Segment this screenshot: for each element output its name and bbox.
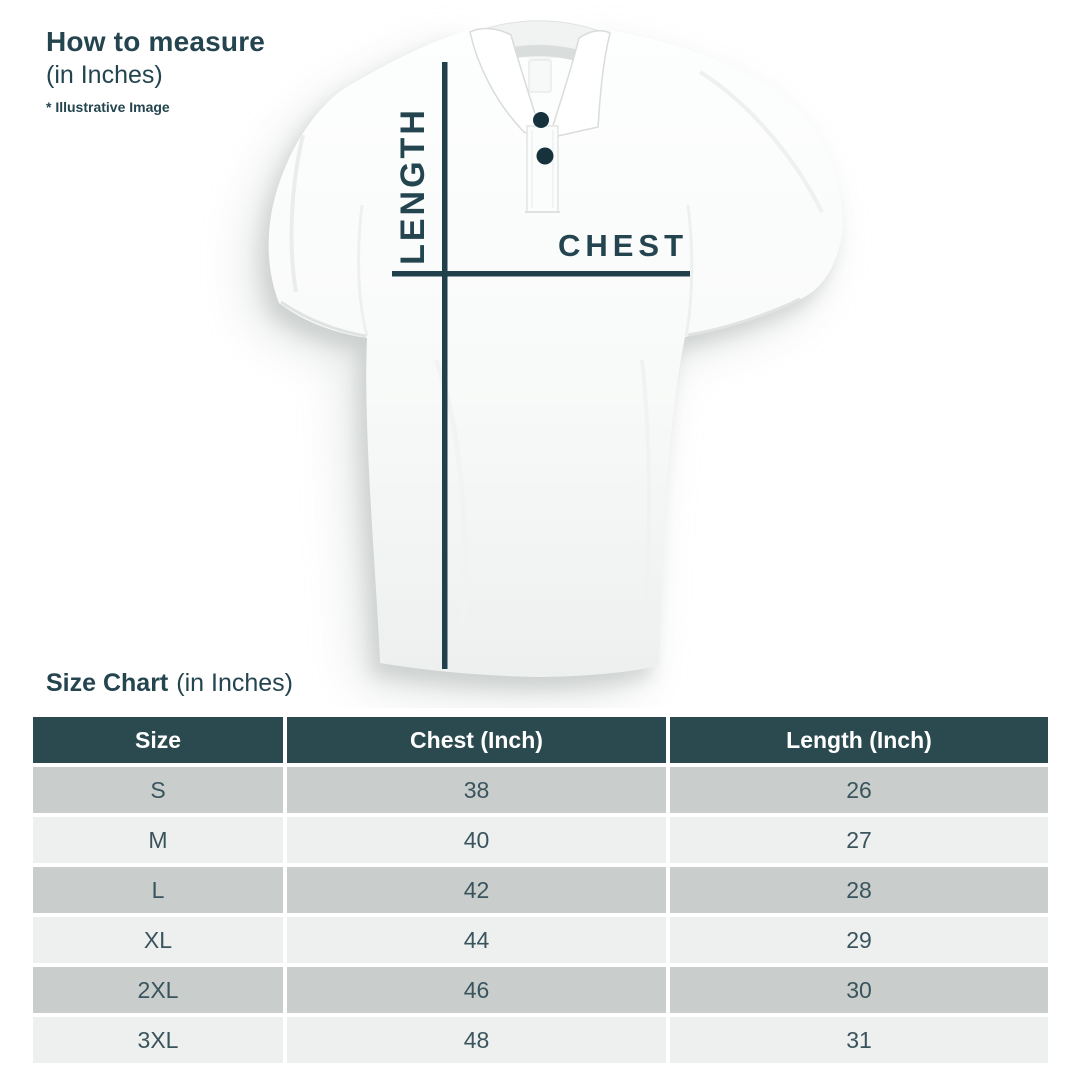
table-cell: 46 (287, 967, 666, 1013)
table-row-s: S 38 26 (33, 767, 1048, 813)
measure-title: How to measure (46, 26, 266, 57)
length-line (442, 62, 448, 669)
shirt-photo-area: LENGTH CHEST (248, 20, 843, 697)
illustrative-note: * Illustrative Image (46, 98, 170, 115)
table-row-2xl: 2XL 46 30 (33, 967, 1048, 1013)
column-header-chest: Chest (Inch) (287, 717, 666, 763)
sleeve-hems (280, 297, 801, 338)
table-cell: 38 (287, 767, 666, 813)
size-chart-title-bold: Size Chart (46, 669, 169, 697)
table-cell: 3XL (33, 1017, 283, 1063)
table-cell: 44 (287, 917, 666, 963)
button-bottom (536, 147, 554, 165)
table-cell: 40 (287, 817, 666, 863)
size-table: Size Chest (Inch) Length (Inch) S 38 26 M 40… (33, 717, 1048, 1063)
table-cell: S (33, 767, 283, 813)
table-cell: 27 (670, 817, 1048, 863)
measurement-lines (392, 62, 690, 669)
table-cell: L (33, 867, 283, 913)
table-cell: M (33, 817, 283, 863)
table-row-l: L 42 28 (33, 867, 1048, 913)
table-cell: 2XL (33, 967, 283, 1013)
size-chart-title-regular: (in Inches) (176, 669, 293, 697)
chest-label: CHEST (558, 228, 688, 263)
column-header-length: Length (Inch) (670, 717, 1048, 763)
size-table-body: S 38 26 M 40 27 L 42 28 XL 44 29 2XL 46 30 3XL 48 31 (33, 767, 1048, 1063)
size-chart-title: Size Chart (in Inches) (46, 669, 293, 698)
table-row-3xl: 3XL 48 31 (33, 1017, 1048, 1063)
collar-flap-left (469, 27, 545, 141)
size-table-header: Size Chest (Inch) Length (Inch) (33, 717, 1048, 763)
table-row-xl: XL 44 29 (33, 917, 1048, 963)
table-cell: 31 (670, 1017, 1048, 1063)
collar (469, 20, 611, 141)
placket (525, 112, 560, 213)
table-cell: 26 (670, 767, 1048, 813)
column-header-size: Size (33, 717, 283, 763)
neck-label (528, 59, 552, 93)
polo-shirt-illustration: LENGTH CHEST (248, 20, 843, 697)
table-cell: 29 (670, 917, 1048, 963)
table-row-m: M 40 27 (33, 817, 1048, 863)
measure-heading: How to measure (in Inches) * Illustrativ… (46, 26, 265, 115)
collar-flap-right (547, 29, 611, 140)
chest-line (392, 271, 690, 277)
table-cell: 30 (670, 967, 1048, 1013)
table-cell: XL (33, 917, 283, 963)
button-top (533, 112, 549, 128)
table-cell: 42 (287, 867, 666, 913)
measure-subtitle: (in Inches) (46, 61, 163, 90)
shirt-body (268, 30, 843, 677)
table-cell: 48 (287, 1017, 666, 1063)
table-cell: 28 (670, 867, 1048, 913)
length-label: LENGTH (394, 107, 432, 265)
